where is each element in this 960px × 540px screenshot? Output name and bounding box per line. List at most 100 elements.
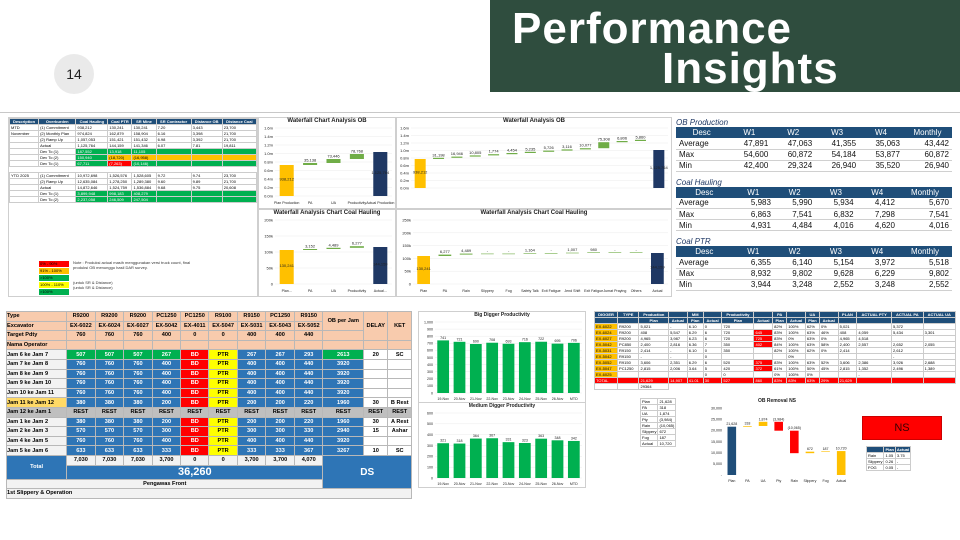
productivity-cell: 440	[293, 368, 324, 380]
table-cell: 527	[721, 377, 755, 384]
productivity-cell: 760	[66, 378, 96, 389]
column-header: W2	[773, 246, 816, 257]
bar	[502, 343, 515, 393]
table-row: (2) Ramp Up 1,057,053 151,421 151,432 6.98 3,…	[8, 136, 258, 143]
y-tick-label: 20,000	[711, 429, 722, 433]
productivity-cell: BD	[180, 435, 210, 447]
y-tick-label: 15,000	[711, 440, 722, 444]
table-cell: 3,248	[773, 279, 816, 291]
productivity-cell: 267	[236, 349, 267, 360]
productivity-cell: BD	[180, 378, 210, 389]
y-tick-label: 1.6m	[264, 126, 274, 131]
y-tick-label: 0.8m	[400, 156, 410, 161]
waterfall-bar	[566, 252, 579, 254]
type-cell: R9150	[236, 311, 267, 322]
x-tick-label: 24-Nov	[519, 482, 531, 486]
excavator-row: Excavator EX-6022 EX-6024 EX-6027 EX-5042 EX-…	[5, 320, 412, 332]
table-cell: 63%	[804, 377, 820, 384]
table-cell	[221, 196, 258, 203]
column-header: W2	[773, 186, 816, 198]
total-row: Total 7,030 7,030 7,030 3,700 0 0 3,700 3,700 4,0…	[5, 454, 412, 490]
bar-label: 938,212	[279, 177, 294, 182]
table-row: Jam 11 ke Jam 12 380 380 380 200 BD PTR 200 200 2…	[5, 397, 412, 408]
productivity-cell: 570	[123, 426, 153, 437]
waterfall-bar	[303, 249, 318, 250]
column-header: Monthly	[897, 246, 952, 257]
y-tick-label: 50k	[405, 269, 411, 274]
productivity-cell: 380	[94, 397, 125, 408]
x-tick-label: Pty	[776, 479, 781, 483]
bar-value-label: 708	[489, 338, 495, 342]
productivity-cell: 400	[236, 387, 267, 399]
bar-label: 6,806	[617, 136, 628, 141]
y-tick-label: 500	[427, 422, 433, 426]
y-tick-label: 50k	[267, 266, 273, 271]
productivity-cell: 400	[151, 435, 182, 447]
blank-cell	[617, 383, 640, 390]
table-cell: 6,832	[815, 208, 857, 220]
productivity-cell: REST	[151, 406, 182, 418]
productivity-cell: PTR	[208, 435, 238, 447]
x-tick-label: MTD	[570, 482, 578, 486]
table-row: Min 4,931 4,484 4,016 4,620 4,016	[676, 219, 952, 231]
waterfall-bar	[373, 247, 388, 284]
y-tick-label: 30,000	[711, 406, 722, 410]
waterfall-bar	[433, 157, 445, 159]
x-tick-label: 24-Nov	[519, 397, 531, 401]
table-row: EX-6022 R9200 5,021-6.10 0 720 82% 100% 62% 0% 5,…	[593, 323, 957, 330]
column-header: Desc	[676, 186, 733, 198]
y-tick-label: 1.6m	[400, 126, 410, 131]
table-cell: 41,355	[815, 138, 860, 150]
x-tick-label: PA	[443, 289, 448, 293]
coal-hauling-table: Desc W1 W2 W3 W4 Monthly Average 5,983 5,990 5,93…	[676, 186, 952, 231]
productivity-cell: 633	[123, 445, 153, 456]
delay-cell: 15	[363, 426, 389, 437]
legend-swatch: 0% - 90%	[39, 260, 69, 267]
table-cell: 26,940	[815, 160, 860, 172]
x-tick-label: Plan...	[282, 289, 292, 293]
row-label: Excavator	[5, 320, 68, 332]
waterfall-bar	[414, 159, 426, 188]
productivity-cell: PTR	[208, 397, 238, 408]
x-tick-label: 21-Nov	[470, 482, 482, 486]
productivity-cell: BD	[180, 416, 210, 428]
y-tick-label: 600	[427, 411, 433, 415]
blank-cell	[265, 339, 295, 351]
hour-label: Jam 8 ke Jam 9	[5, 368, 68, 380]
bar-label: 10,720	[836, 447, 847, 451]
slippery-label: 1st Slippery & Operation	[6, 488, 412, 499]
total-cell: 3,700	[151, 454, 182, 466]
big-digger-chart: 1,000 900 800 700 600 500 400 300 200 100 0 741 19-N…	[424, 320, 582, 401]
table-cell: 4,620	[856, 219, 898, 231]
bar-label: 1,874	[759, 417, 768, 421]
bar	[502, 442, 515, 478]
page-number: 14	[66, 66, 82, 82]
x-tick-label: Plan Production	[274, 201, 299, 205]
big-digger-title: Big Digger Productivity	[474, 312, 530, 318]
waterfall-bar	[459, 253, 473, 255]
bar-label: 672	[807, 447, 813, 451]
table-cell: Dev To (2)	[38, 196, 77, 203]
table-cell: 247,504	[131, 196, 157, 203]
bar-label: 10,077	[579, 143, 592, 148]
x-tick-label: UA	[761, 479, 767, 483]
productivity-cell: 200	[236, 416, 267, 428]
x-tick-label: Exit Fatigue	[542, 289, 561, 293]
column-header: SR Contractor	[155, 118, 192, 125]
column-header: Production	[638, 311, 670, 318]
productivity-cell: 200	[151, 416, 182, 428]
delay-cell	[363, 368, 389, 380]
bar-label: (10,065)	[788, 426, 801, 430]
column-header: Coal Hauling	[75, 118, 109, 125]
bar-label: 3,152	[305, 244, 316, 249]
table-cell: 0.05	[883, 464, 896, 471]
blank-cell	[593, 383, 619, 390]
productivity-cell: BD	[180, 358, 210, 370]
table-row: Jam 9 ke Jam 10 760 760 760 400 BD PTR 400 400 44…	[5, 378, 412, 389]
bar-label: 4,454	[507, 148, 518, 153]
table-row: Max 8,932 9,802 9,628 6,229 9,802	[676, 268, 952, 280]
waterfall-bar	[836, 451, 846, 475]
table-cell: 26,940	[902, 160, 952, 172]
productivity-cell: 760	[94, 387, 125, 399]
table-cell: 3,944	[732, 279, 774, 291]
